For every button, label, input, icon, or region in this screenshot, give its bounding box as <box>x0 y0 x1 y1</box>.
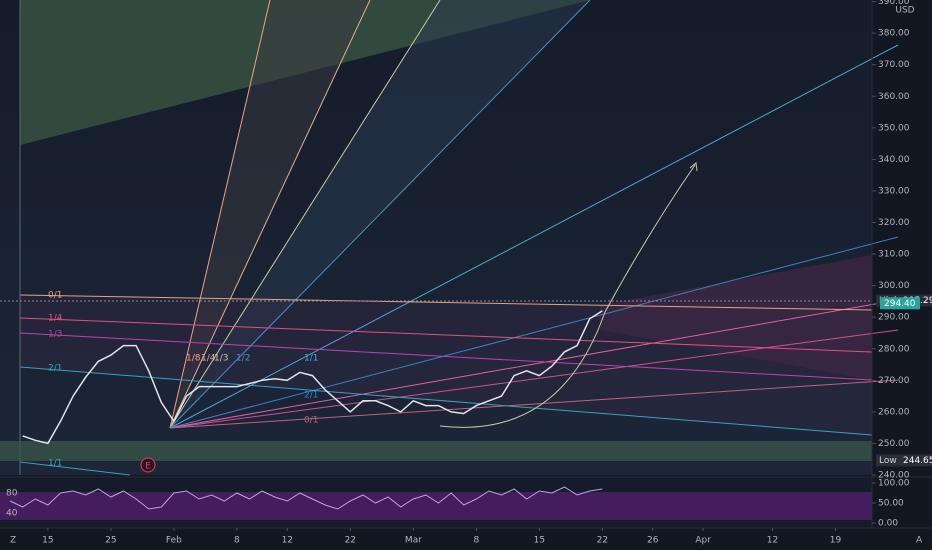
fan-line <box>169 0 371 429</box>
arrow-head <box>689 162 698 172</box>
y-tick-label: 330.00 <box>878 186 910 196</box>
y-tick-label: 100.00 <box>878 479 910 489</box>
annotation: 2/1 <box>48 364 62 374</box>
annotation: 1/3 <box>214 354 228 364</box>
fan-line <box>169 299 899 429</box>
x-tick-label: Apr <box>695 536 711 546</box>
fib-line <box>19 366 873 436</box>
fib-line <box>19 461 131 476</box>
y-tick-label: 290.00 <box>878 313 910 323</box>
y-tick-label: 50.00 <box>878 499 904 509</box>
y-tick-label: 390.00 <box>878 0 910 7</box>
corner: Z <box>10 536 16 546</box>
fan-zone <box>600 255 872 380</box>
fan-line <box>169 329 899 429</box>
fib-line <box>19 332 873 381</box>
annotation: 1/8 <box>186 354 201 364</box>
y-tick-label: 350.00 <box>878 123 910 133</box>
annotation: E <box>145 462 151 472</box>
y-tick-label: 0.00 <box>878 519 898 529</box>
projection <box>439 164 696 428</box>
drawings <box>0 0 899 476</box>
x-tick-label: 26 <box>647 536 659 546</box>
y-tick-label: 300.00 <box>878 281 910 291</box>
y-tick-label: 280.00 <box>878 344 910 354</box>
x-tick-label: 8 <box>473 536 479 546</box>
x-tick-label: 12 <box>767 536 778 546</box>
series-line <box>22 310 603 445</box>
fan-line <box>169 0 591 429</box>
zone <box>0 441 872 461</box>
x-tick-label: Feb <box>166 536 182 546</box>
annotation: 1/1 <box>48 459 62 469</box>
y-tick-label: 240.00 <box>878 471 910 481</box>
annotation: 1/4 <box>48 314 63 324</box>
low-box <box>876 454 932 467</box>
y-tick-label: 260.00 <box>878 407 910 417</box>
fib-line <box>19 317 873 353</box>
annotation: 0/1 <box>48 291 62 301</box>
y-tick-label: 310.00 <box>878 250 910 260</box>
series-line <box>9 486 603 510</box>
annotation: 1/4 <box>201 354 216 364</box>
annotation: 1/3 <box>48 330 62 340</box>
fan-line <box>169 379 899 429</box>
corner: A <box>916 536 923 546</box>
fan-line <box>169 0 441 429</box>
annotation: 1/2 <box>236 354 250 364</box>
y-tick-label: 340.00 <box>878 155 910 165</box>
annotation: 1/1 <box>304 354 318 364</box>
y2-tick-label: 80 <box>6 489 18 499</box>
low-label: Low <box>879 456 897 466</box>
y-tick-label: 270.00 <box>878 376 910 386</box>
annotation: 2/1 <box>304 391 318 401</box>
y-tick-label: 370.00 <box>878 60 910 70</box>
fan-line <box>169 44 899 429</box>
y2-tick-label: 40 <box>6 509 18 519</box>
x-tick-label: 8 <box>234 536 240 546</box>
x-tick-label: 22 <box>345 536 356 546</box>
low-value: 244.65 <box>903 456 932 466</box>
y-tick-label: 380.00 <box>878 29 910 39</box>
last-box <box>880 297 920 310</box>
y-tick-label: 360.00 <box>878 92 910 102</box>
fib-line <box>19 294 873 311</box>
x-tick-label: Mar <box>405 536 422 546</box>
currency: USD <box>895 6 914 16</box>
x-tick-label: 19 <box>830 536 842 546</box>
y-tick-label: 250.00 <box>878 439 910 449</box>
x-tick-label: 15 <box>534 536 545 546</box>
x-tick-label: 25 <box>105 536 116 546</box>
fan-zone <box>20 295 872 435</box>
x-tick-label: 12 <box>282 536 293 546</box>
fan-line <box>169 0 271 429</box>
x-tick-label: 15 <box>42 536 53 546</box>
earnings-badge <box>140 457 156 473</box>
last-value: 294.40 <box>884 299 916 309</box>
annotation: 0/1 <box>304 416 318 426</box>
fan-line <box>169 236 899 429</box>
y-tick-label: 320.00 <box>878 218 910 228</box>
x-tick-label: 22 <box>597 536 608 546</box>
